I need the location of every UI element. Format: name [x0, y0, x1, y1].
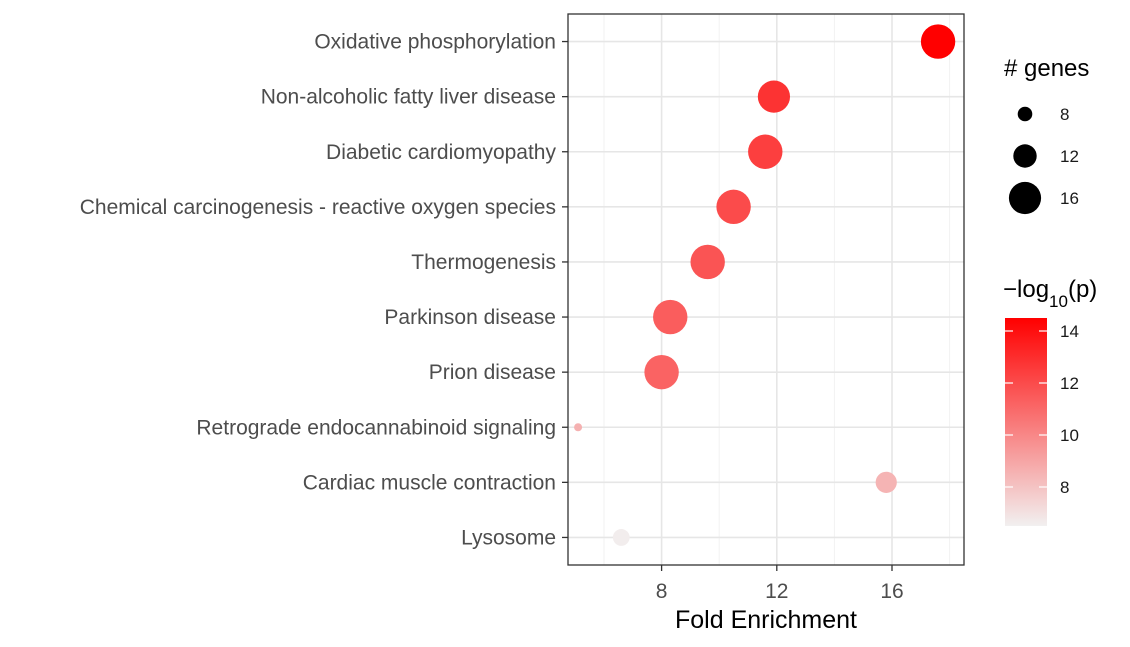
data-point — [920, 24, 956, 59]
size-legend-label: 12 — [1060, 147, 1079, 166]
data-point — [690, 244, 725, 280]
data-point — [644, 354, 679, 390]
colorbar-label: 14 — [1060, 322, 1079, 341]
plot-panel-border — [567, 13, 965, 566]
x-axis-title: Fold Enrichment — [675, 606, 857, 634]
size-legend-label: 8 — [1060, 105, 1069, 124]
y-axis: Oxidative phosphorylation Non-alcoholic f… — [80, 31, 568, 549]
color-legend: −log10(p) 8 10 12 14 — [1003, 276, 1097, 526]
x-tick-label: 12 — [765, 580, 788, 603]
y-tick-label: Cardiac muscle contraction — [303, 471, 556, 494]
colorbar-label: 8 — [1060, 478, 1069, 497]
y-tick-label: Non-alcoholic fatty liver disease — [261, 86, 556, 109]
y-tick-label: Chemical carcinogenesis - reactive oxyge… — [80, 196, 556, 219]
data-point — [653, 299, 688, 335]
data-point — [612, 529, 630, 546]
x-tick-label: 8 — [656, 580, 668, 603]
data-points — [574, 24, 956, 546]
size-legend: # genes 8 12 16 — [1004, 55, 1089, 215]
data-point — [574, 423, 583, 432]
data-point — [716, 189, 751, 225]
y-tick-label: Thermogenesis — [411, 251, 556, 274]
colorbar-label: 10 — [1060, 426, 1079, 445]
y-tick-label: Lysosome — [461, 526, 556, 549]
size-legend-label: 16 — [1060, 189, 1079, 208]
y-tick-label: Parkinson disease — [384, 306, 556, 329]
y-tick-label: Prion disease — [429, 361, 556, 384]
size-legend-keys: 8 12 16 — [1008, 105, 1079, 215]
size-legend-key — [1017, 106, 1033, 122]
x-axis: 8 12 16 — [656, 565, 904, 603]
data-point — [748, 134, 783, 169]
size-legend-key — [1013, 144, 1037, 168]
colorbar-label: 12 — [1060, 374, 1079, 393]
color-legend-title: −log10(p) — [1003, 276, 1097, 311]
x-tick-label: 16 — [880, 580, 903, 603]
data-point — [875, 471, 897, 493]
y-tick-label: Oxidative phosphorylation — [314, 31, 556, 54]
y-tick-label: Retrograde endocannabinoid signaling — [196, 416, 556, 439]
y-tick-label: Diabetic cardiomyopathy — [326, 141, 556, 164]
data-point — [757, 80, 791, 113]
size-legend-key — [1008, 181, 1042, 215]
colorbar-ticks: 8 10 12 14 — [1005, 322, 1079, 497]
colorbar — [1005, 318, 1047, 526]
size-legend-title: # genes — [1004, 55, 1089, 82]
